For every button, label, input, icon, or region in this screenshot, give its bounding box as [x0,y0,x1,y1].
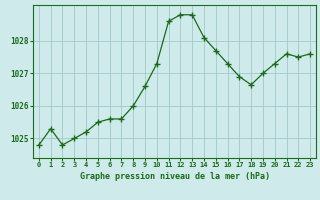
X-axis label: Graphe pression niveau de la mer (hPa): Graphe pression niveau de la mer (hPa) [79,172,269,181]
